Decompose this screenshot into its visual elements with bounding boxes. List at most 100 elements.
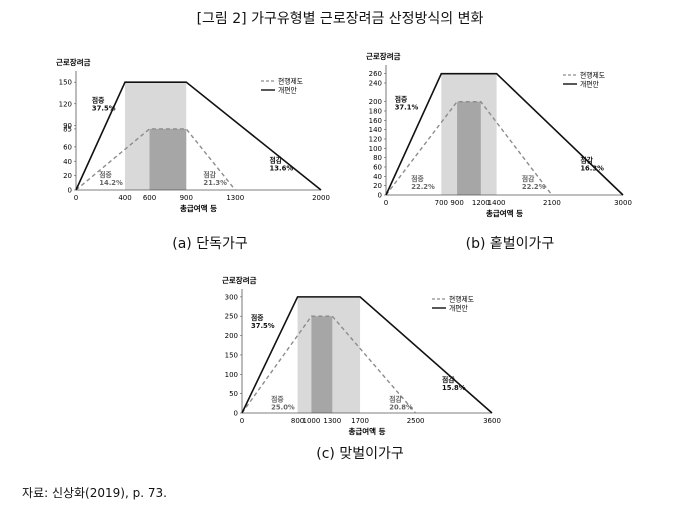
y-tick-label: 60	[373, 164, 382, 172]
flat-zone-1	[311, 316, 333, 413]
y-tick-label: 20	[373, 182, 382, 190]
y-tick-label: 200	[225, 332, 238, 340]
y-tick-label: 180	[369, 108, 382, 116]
caption-single-earner: (b) 홑벌이가구	[465, 236, 555, 252]
y-tick-label: 100	[225, 371, 238, 379]
x-tick-label: 0	[240, 417, 244, 425]
x-tick-label: 2000	[312, 194, 330, 202]
y-tick-label: 260	[369, 70, 382, 78]
annotation-label: 점감	[580, 155, 593, 164]
y-tick-label: 80	[373, 154, 382, 162]
annotation-label: 점감	[389, 394, 402, 403]
x-tick-label: 2500	[407, 417, 425, 425]
y-tick-label: 40	[63, 158, 72, 166]
x-tick-label: 400	[118, 194, 131, 202]
legend-label: 개편안	[278, 86, 297, 95]
annotation-label: 22.2%	[522, 183, 546, 191]
annotation-label: 점감	[442, 375, 455, 384]
series-line-current	[385, 100, 553, 196]
chart-panel-dual-earner: 근로장려금 0 50 100 150 200 250 300 0 800 1000 1300 1700 2…	[210, 273, 510, 438]
x-axis-label: 총급여액 등	[180, 203, 217, 213]
x-axis-label: 총급여액 등	[348, 426, 385, 436]
x-tick-label: 0	[384, 199, 388, 207]
flat-zone-1	[457, 101, 481, 195]
annotation-label: 점감	[203, 170, 216, 179]
y-axis-label: 근로장려금	[366, 51, 401, 61]
chart-panel-single: 근로장려금 0 20 40 60 85 90 120 150 0 400 600 900 1300 2000…	[20, 55, 340, 215]
annotation-label: 점증	[251, 313, 264, 322]
annotation-label: 22.2%	[411, 183, 435, 191]
x-tick-label: 1700	[351, 417, 369, 425]
y-tick-label: 240	[369, 80, 382, 88]
source-note: 자료: 신상화(2019), p. 73.	[22, 486, 167, 500]
legend-label: 현행제도	[278, 77, 303, 86]
annotation-label: 37.5%	[92, 104, 116, 112]
y-tick-label: 90	[63, 122, 72, 130]
y-tick-label: 200	[369, 98, 382, 106]
y-tick-label: 50	[229, 390, 238, 398]
annotation-label: 점증	[92, 95, 105, 104]
y-tick-label: 60	[63, 143, 72, 151]
annotation-label: 13.6%	[270, 165, 294, 173]
x-tick-label: 2100	[543, 199, 561, 207]
y-tick-label: 85	[63, 125, 72, 133]
series-line-current	[75, 128, 236, 191]
annotation-label: 점증	[271, 394, 284, 403]
x-tick-label: 1000	[303, 417, 321, 425]
x-tick-label: 800	[291, 417, 304, 425]
annotation-label: 15.8%	[442, 384, 466, 392]
annotation-label: 16.3%	[580, 164, 604, 172]
y-tick-label: 140	[369, 126, 382, 134]
annotation-label: 37.1%	[395, 104, 419, 112]
y-tick-label: 150	[225, 351, 238, 359]
y-tick-label: 250	[225, 313, 238, 321]
annotation-label: 점증	[411, 174, 424, 183]
legend-label: 현행제도	[449, 295, 474, 304]
y-axis-label: 근로장려금	[56, 57, 91, 67]
y-axis-label: 근로장려금	[222, 275, 257, 285]
y-tick-label: 120	[369, 136, 382, 144]
annotation-label: 37.5%	[251, 322, 275, 330]
figure-title: [그림 2] 가구유형별 근로장려금 산정방식의 변화	[196, 11, 484, 27]
y-tick-label: 0	[234, 410, 238, 418]
y-tick-label: 0	[68, 187, 72, 195]
series-line-reform	[241, 296, 493, 414]
series-line-reform	[75, 81, 322, 191]
annotation-label: 점증	[395, 95, 408, 104]
x-tick-label: 1200	[472, 199, 490, 207]
y-tick-label: 150	[59, 79, 72, 87]
legend-label: 현행제도	[580, 71, 605, 80]
x-tick-label: 1300	[226, 194, 244, 202]
x-tick-label: 700	[435, 199, 448, 207]
legend-label: 개편안	[580, 80, 599, 89]
series-line-reform	[385, 72, 624, 196]
y-tick-label: 100	[369, 145, 382, 153]
annotation-label: 21.3%	[203, 179, 227, 187]
x-tick-label: 900	[180, 194, 193, 202]
caption-single: (a) 단독가구	[172, 236, 248, 252]
x-tick-label: 600	[143, 194, 156, 202]
x-tick-label: 0	[74, 194, 78, 202]
annotation-label: 점증	[99, 170, 112, 179]
y-tick-label: 40	[373, 173, 382, 181]
y-tick-label: 20	[63, 172, 72, 180]
x-tick-label: 1400	[488, 199, 506, 207]
annotation-label: 20.8%	[389, 403, 413, 411]
annotation-label: 25.0%	[271, 403, 295, 411]
annotation-label: 점감	[522, 174, 535, 183]
x-axis-label: 총급여액 등	[486, 208, 523, 218]
y-tick-label: 0	[378, 192, 382, 200]
y-tick-label: 160	[369, 117, 382, 125]
series-line-current	[241, 315, 417, 414]
annotation-label: 점감	[270, 156, 283, 165]
x-tick-label: 1300	[323, 417, 341, 425]
caption-dual-earner: (c) 맞벌이가구	[316, 446, 404, 462]
chart-panel-single-earner: 근로장려금 0 20 40 60 80 100 120 140 160 180 200 240 260 0 7…	[350, 44, 650, 219]
flat-zone-1	[149, 128, 187, 190]
y-tick-label: 120	[59, 100, 72, 108]
x-tick-label: 900	[450, 199, 463, 207]
y-tick-label: 300	[225, 293, 238, 301]
